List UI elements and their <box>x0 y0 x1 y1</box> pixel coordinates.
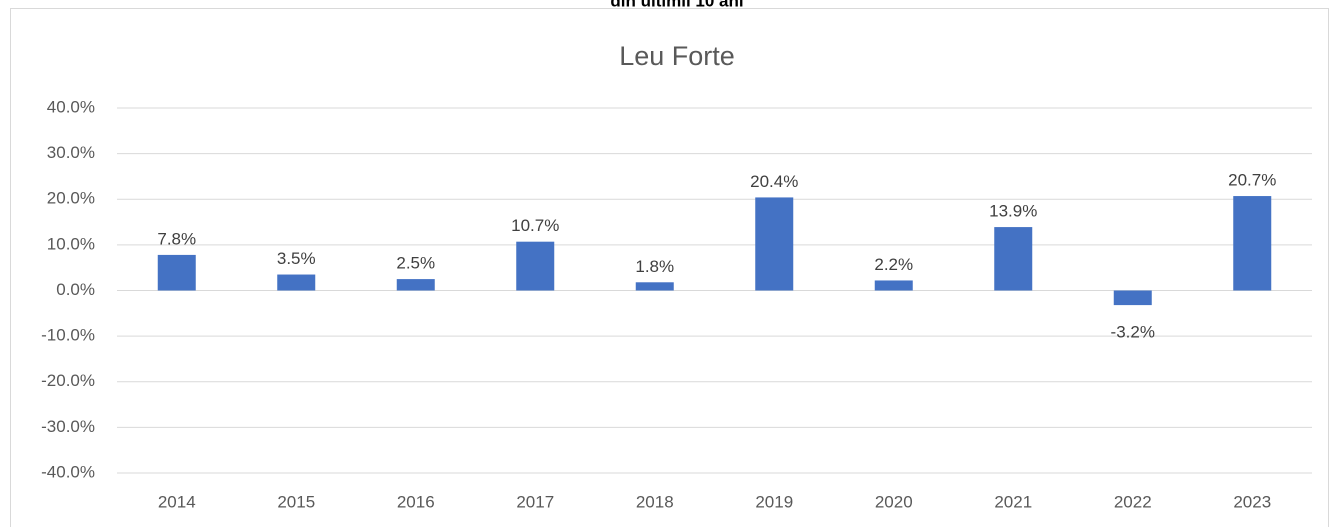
x-tick-label: 2017 <box>516 492 554 511</box>
x-tick-label: 2022 <box>1114 492 1152 511</box>
data-label: 1.8% <box>635 257 674 276</box>
bar <box>157 254 196 291</box>
x-tick-label: 2023 <box>1233 492 1271 511</box>
bar <box>277 274 316 291</box>
bar <box>516 241 555 291</box>
y-tick-label: 10.0% <box>47 234 95 253</box>
y-tick-label: 0.0% <box>56 280 95 299</box>
data-label: 13.9% <box>989 202 1037 221</box>
y-tick-label: 40.0% <box>47 97 95 116</box>
x-tick-label: 2020 <box>875 492 913 511</box>
y-tick-label: -30.0% <box>41 417 95 436</box>
bar <box>874 280 913 291</box>
x-tick-label: 2015 <box>277 492 315 511</box>
y-tick-label: -40.0% <box>41 462 95 481</box>
chart-border <box>10 8 1329 527</box>
x-tick-label: 2019 <box>755 492 793 511</box>
bar <box>1233 196 1272 291</box>
data-label: 10.7% <box>511 216 559 235</box>
data-label: -3.2% <box>1111 323 1155 342</box>
y-tick-label: 20.0% <box>47 189 95 208</box>
chart-title: Leu Forte <box>619 41 735 71</box>
x-tick-label: 2016 <box>397 492 435 511</box>
bar <box>1113 290 1152 306</box>
data-label: 2.5% <box>396 254 435 273</box>
x-tick-label: 2018 <box>636 492 674 511</box>
data-label: 20.7% <box>1228 171 1276 190</box>
y-tick-label: -20.0% <box>41 371 95 390</box>
x-tick-label: 2014 <box>158 492 196 511</box>
data-label: 7.8% <box>157 229 196 248</box>
bar <box>396 279 435 291</box>
bar <box>635 282 674 291</box>
bar <box>994 227 1033 291</box>
x-tick-label: 2021 <box>994 492 1032 511</box>
data-label: 20.4% <box>750 172 798 191</box>
data-label: 3.5% <box>277 249 316 268</box>
bar <box>755 197 794 291</box>
chart-subtitle: din ultimii 10 ani <box>610 0 743 10</box>
data-label: 2.2% <box>874 255 913 274</box>
y-tick-label: -10.0% <box>41 326 95 345</box>
y-tick-label: 30.0% <box>47 143 95 162</box>
